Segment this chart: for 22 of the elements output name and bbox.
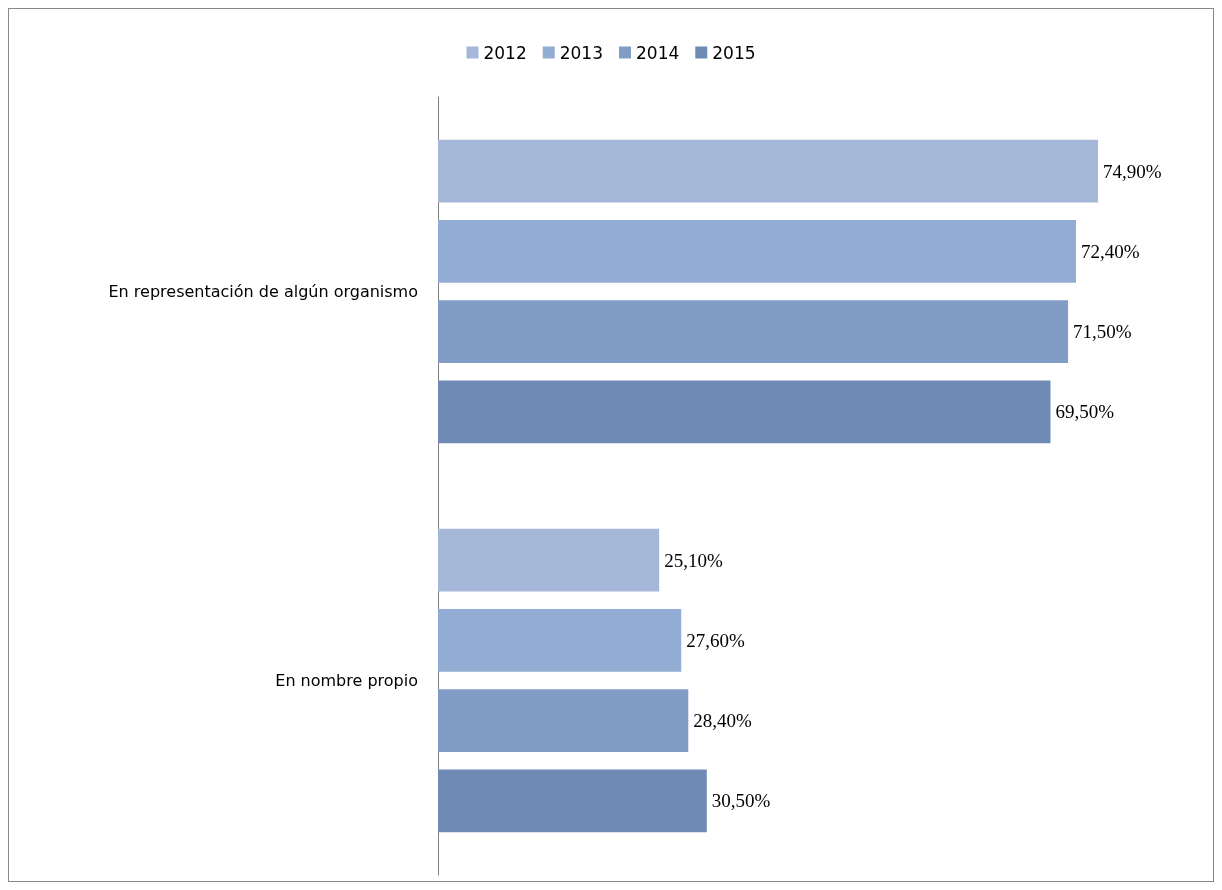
data-label: 27,60% — [686, 629, 745, 651]
bar — [438, 300, 1069, 363]
data-label: 28,40% — [693, 710, 753, 732]
data-label: 69,50% — [1055, 401, 1115, 423]
legend-label: 2012 — [483, 42, 527, 63]
data-label: 25,10% — [664, 549, 723, 571]
bar — [438, 528, 660, 592]
y-tick-label: En nombre propio — [275, 671, 418, 690]
data-label: 72,40% — [1081, 240, 1140, 262]
bar — [438, 220, 1077, 283]
data-label: 30,50% — [711, 790, 771, 812]
bar — [438, 769, 707, 833]
bar — [438, 689, 689, 752]
bar — [438, 380, 1051, 444]
legend-label: 2013 — [559, 42, 603, 63]
bar — [438, 139, 1099, 203]
data-label: 71,50% — [1073, 321, 1132, 343]
legend-label: 2015 — [712, 42, 756, 63]
y-tick-label: En representación de algún organismo — [108, 282, 418, 301]
bar — [438, 609, 682, 672]
data-label: 74,90% — [1103, 160, 1162, 182]
legend-label: 2014 — [636, 42, 680, 63]
